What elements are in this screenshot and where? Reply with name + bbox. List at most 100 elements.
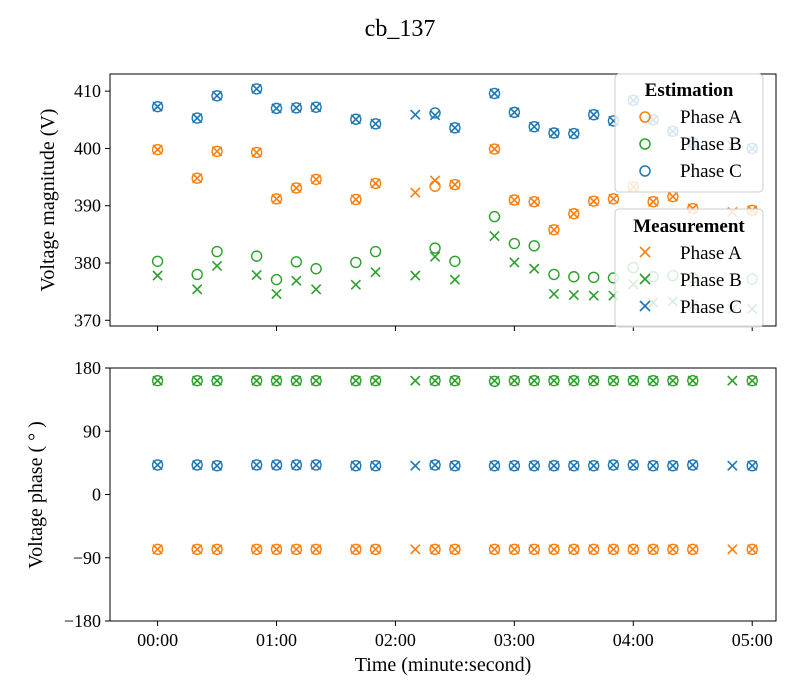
phase-point-measurement-phase-a [152, 544, 163, 555]
phase-point-estimation-phase-c [290, 459, 303, 471]
magnitude-point-measurement-phase-b [509, 257, 520, 268]
phase-point-estimation-phase-a [211, 543, 223, 556]
legend-estimation-marker-b [639, 138, 651, 150]
magnitude-point-measurement-phase-b [192, 284, 203, 295]
phase-point-estimation-phase-a [429, 543, 441, 556]
magnitude-point-estimation-phase-c [548, 127, 560, 139]
magnitude-point-estimation-phase-c [587, 108, 600, 121]
phase-point-estimation-phase-a [449, 543, 461, 556]
magnitude-y-ticks: 370 380 390 400 410 [74, 81, 110, 330]
phase-point-measurement-phase-a [548, 544, 560, 555]
magnitude-point-estimation-phase-a [607, 193, 620, 205]
phase-point-estimation-phase-c [528, 459, 540, 472]
x-tick-label: 04:00 [613, 630, 654, 650]
magnitude-point-measurement-phase-c [291, 102, 302, 113]
legend-estimation-label-c: Phase C [680, 161, 742, 182]
x-tick-label: 05:00 [732, 630, 773, 650]
phase-point-measurement-phase-b [727, 375, 738, 386]
phase-point-measurement-phase-c [529, 460, 540, 471]
phase-point-measurement-phase-c [410, 460, 421, 471]
magnitude-point-measurement-phase-b [152, 270, 163, 281]
magnitude-point-estimation-phase-b [290, 256, 303, 268]
magnitude-point-estimation-phase-a [151, 143, 164, 156]
phase-point-estimation-phase-c [548, 459, 560, 472]
magnitude-point-estimation-phase-b [488, 210, 501, 223]
phase-point-measurement-phase-a [687, 544, 698, 555]
phase-point-measurement-phase-b [647, 375, 659, 386]
magnitude-point-measurement-phase-a [410, 187, 421, 198]
legend-measurement-box [614, 208, 764, 328]
phase-point-estimation-phase-a [290, 543, 303, 556]
phase-point-measurement-phase-c [628, 459, 639, 471]
phase-point-estimation-phase-b [151, 374, 164, 387]
magnitude-marks [151, 83, 758, 314]
phase-point-estimation-phase-a [548, 543, 560, 556]
magnitude-point-estimation-phase-a [488, 143, 501, 155]
magnitude-point-estimation-phase-c [191, 112, 203, 124]
magnitude-point-estimation-phase-a [250, 146, 263, 159]
phase-point-measurement-phase-b [489, 375, 500, 386]
magnitude-point-measurement-phase-a [588, 195, 599, 207]
phase-point-estimation-phase-c [270, 459, 283, 471]
legend-measurement-label-b: Phase B [680, 270, 742, 291]
magnitude-point-estimation-phase-c [350, 113, 362, 125]
phase-point-measurement-phase-a [291, 544, 302, 555]
phase-point-measurement-phase-b [588, 375, 599, 386]
magnitude-point-measurement-phase-c [350, 114, 361, 125]
phase-point-estimation-phase-a [528, 543, 540, 556]
phase-point-measurement-phase-b [608, 375, 619, 386]
phase-point-estimation-phase-c [647, 459, 659, 472]
phase-y-tick-label: 90 [83, 421, 101, 441]
magnitude-point-measurement-phase-b [271, 288, 282, 300]
phase-y-axis-label: Voltage phase ( ° ) [25, 421, 47, 569]
phase-point-estimation-phase-b [746, 374, 758, 387]
phase-point-estimation-phase-b [290, 374, 303, 387]
phase-point-estimation-phase-a [488, 543, 501, 556]
legend-estimation-marker-c [639, 165, 651, 177]
phase-point-measurement-phase-b [687, 375, 698, 386]
magnitude-point-estimation-phase-b [369, 245, 382, 258]
legend-measurement: Measurement Phase A Phase B Phase C [614, 208, 764, 328]
phase-point-estimation-phase-c [191, 459, 203, 471]
legend-estimation-label-b: Phase B [680, 134, 742, 155]
phase-point-estimation-phase-a [607, 543, 620, 556]
magnitude-point-measurement-phase-b [310, 284, 322, 295]
magnitude-point-estimation-phase-b [587, 271, 600, 284]
legend-estimation-marker-a [639, 111, 651, 123]
phase-point-measurement-phase-a [410, 544, 421, 555]
phase-point-measurement-phase-a [211, 544, 223, 555]
chart-title: cb_137 [365, 16, 436, 42]
magnitude-point-estimation-phase-b [151, 255, 164, 267]
magnitude-point-measurement-phase-a [548, 224, 560, 235]
magnitude-point-measurement-phase-a [449, 179, 461, 190]
magnitude-point-estimation-phase-b [508, 237, 521, 250]
phase-point-measurement-phase-b [211, 375, 223, 386]
magnitude-point-estimation-phase-a [587, 195, 600, 207]
phase-point-measurement-phase-b [410, 375, 421, 386]
phase-point-estimation-phase-c [250, 459, 263, 471]
phase-point-estimation-phase-b [449, 374, 461, 387]
magnitude-point-estimation-phase-b [191, 268, 203, 281]
legend-estimation: Estimation Phase A Phase B Phase C [614, 73, 764, 193]
phase-point-measurement-phase-a [271, 544, 282, 555]
magnitude-point-measurement-phase-a [647, 196, 659, 207]
magnitude-point-estimation-phase-a [647, 196, 659, 208]
magnitude-point-measurement-phase-b [291, 275, 302, 286]
magnitude-point-measurement-phase-a [608, 193, 619, 205]
magnitude-point-estimation-phase-c [568, 127, 580, 140]
phase-point-estimation-phase-a [250, 543, 263, 556]
phase-point-measurement-phase-a [370, 544, 381, 555]
phase-point-estimation-phase-c [429, 459, 441, 471]
phase-point-estimation-phase-a [508, 543, 521, 556]
phase-point-measurement-phase-a [667, 544, 679, 555]
phase-point-measurement-phase-a [647, 544, 659, 555]
magnitude-point-estimation-phase-a [310, 173, 322, 186]
phase-point-measurement-phase-a [489, 544, 500, 555]
phase-point-estimation-phase-b [270, 374, 283, 387]
phase-point-estimation-phase-a [191, 543, 203, 556]
phase-point-measurement-phase-b [251, 375, 262, 386]
legend-estimation-box [614, 73, 764, 193]
magnitude-point-measurement-phase-a [192, 173, 203, 184]
phase-point-estimation-phase-c [310, 459, 322, 471]
